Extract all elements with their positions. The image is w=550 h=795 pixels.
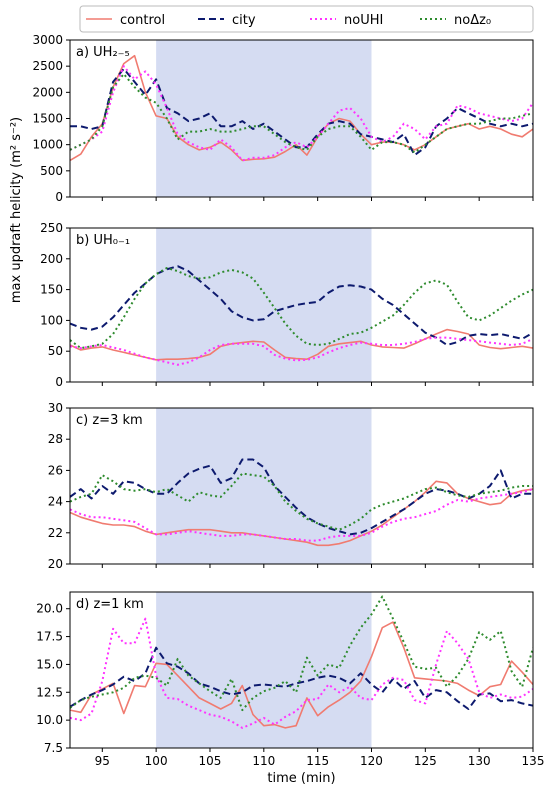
plot-frame xyxy=(69,227,534,383)
panel-1: 0 500 1000 1500 2000 2500 3000 a) UH₂₋₅ xyxy=(32,33,534,204)
y-tick-label: 20.0 xyxy=(36,602,63,616)
series-line-city xyxy=(70,265,533,346)
x-tick-label: 110 xyxy=(252,754,275,768)
panels: 0 500 1000 1500 2000 2500 3000 a) UH₂₋₅ 0 50 100 15… xyxy=(32,33,544,768)
shaded-interval xyxy=(156,228,372,382)
series-line-nouhi xyxy=(70,617,533,729)
y-tick-label: 22 xyxy=(48,526,63,540)
y-tick-label: 10.0 xyxy=(36,713,63,727)
legend-frame xyxy=(79,5,534,33)
y-tick-label: 2500 xyxy=(32,59,63,73)
shaded-interval xyxy=(156,40,372,197)
y-tick-label: 26 xyxy=(48,463,63,477)
x-tick-label: 115 xyxy=(306,754,329,768)
x-tick-label: 135 xyxy=(522,754,545,768)
series-line-nouhi xyxy=(70,336,533,366)
plot-frame xyxy=(69,591,534,749)
y-tick-label: 28 xyxy=(48,432,63,446)
legend: control city noUHI noΔz₀ xyxy=(79,5,534,33)
legend-label: noΔz₀ xyxy=(454,13,491,28)
shaded-interval xyxy=(156,408,372,564)
series-line-city xyxy=(70,458,533,536)
panel-label: d) z=1 km xyxy=(76,597,144,612)
y-tick-label: 250 xyxy=(40,221,63,235)
y-tick-label: 2000 xyxy=(32,85,63,99)
series-line-city xyxy=(70,67,533,157)
y-tick-label: 0 xyxy=(55,375,63,389)
y-tick-label: 30 xyxy=(48,401,63,415)
panel-4: 7.5 10.0 12.5 15.0 17.5 20.0 95 100 105 110 115 120… xyxy=(36,591,545,768)
legend-label: city xyxy=(232,13,256,28)
y-tick-label: 20 xyxy=(48,557,63,571)
legend-item-nouhi: noUHI xyxy=(310,13,383,28)
y-tick-label: 15.0 xyxy=(36,657,63,671)
y-tick-label: 3000 xyxy=(32,33,63,47)
series-line-city xyxy=(70,646,533,710)
series-line-nouhi xyxy=(70,488,533,542)
y-axis-label: max updraft helicity (m² s⁻²) xyxy=(9,117,24,303)
y-tick-label: 7.5 xyxy=(44,741,63,755)
y-tick-label: 200 xyxy=(40,252,63,266)
panel-3: 20 22 24 26 28 30 c) z=3 km xyxy=(48,401,534,571)
x-tick-label: 120 xyxy=(360,754,383,768)
x-tick-label: 100 xyxy=(145,754,168,768)
y-tick-label: 12.5 xyxy=(36,685,63,699)
y-tick-label: 150 xyxy=(40,283,63,297)
series-line-no-z xyxy=(70,267,533,350)
series-line-no-z xyxy=(70,73,533,154)
shaded-interval xyxy=(156,592,372,748)
y-tick-label: 50 xyxy=(48,344,63,358)
panel-2: 0 50 100 150 200 250 b) UH₀₋₁ xyxy=(40,221,534,389)
x-tick-label: 125 xyxy=(414,754,437,768)
panel-label: b) UH₀₋₁ xyxy=(76,233,130,248)
y-tick-label: 17.5 xyxy=(36,630,63,644)
legend-item-city: city xyxy=(198,13,256,28)
y-tick-label: 24 xyxy=(48,495,63,509)
panel-label: c) z=3 km xyxy=(76,413,143,428)
x-tick-label: 130 xyxy=(468,754,491,768)
series-line-no-z xyxy=(70,595,533,712)
plot-frame xyxy=(69,407,534,565)
series-line-control xyxy=(70,328,533,361)
x-tick-label: 95 xyxy=(95,754,110,768)
y-tick-label: 100 xyxy=(40,313,63,327)
series-line-control xyxy=(70,621,533,729)
y-tick-label: 500 xyxy=(40,164,63,178)
y-tick-label: 0 xyxy=(55,190,63,204)
x-tick-label: 105 xyxy=(199,754,222,768)
legend-label: control xyxy=(120,13,165,28)
legend-label: noUHI xyxy=(344,13,383,28)
panel-label: a) UH₂₋₅ xyxy=(76,45,130,60)
legend-item-control: control xyxy=(86,13,165,28)
y-tick-label: 1500 xyxy=(32,112,63,126)
y-tick-label: 1000 xyxy=(32,138,63,152)
series-line-control xyxy=(70,480,533,547)
legend-item-no-z: noΔz₀ xyxy=(420,13,491,28)
x-axis-label: time (min) xyxy=(267,771,335,786)
